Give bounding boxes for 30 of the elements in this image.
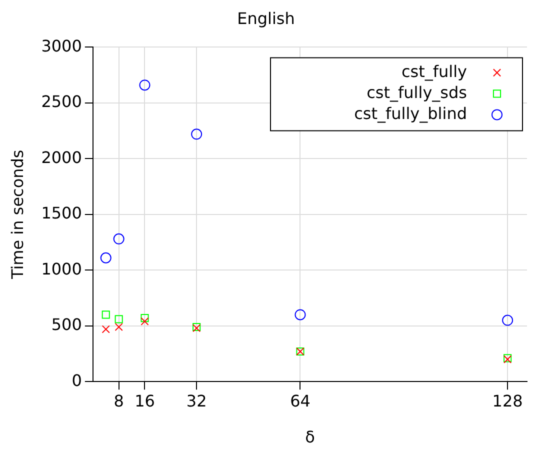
legend-label: cst_fully_blind bbox=[354, 104, 467, 123]
point bbox=[294, 309, 306, 320]
x-tick-label: 64 bbox=[290, 391, 310, 410]
point bbox=[191, 128, 202, 140]
y-tick-label: 2000 bbox=[41, 148, 82, 167]
point bbox=[114, 322, 123, 332]
point bbox=[139, 80, 150, 91]
point bbox=[102, 310, 110, 319]
point bbox=[140, 317, 149, 326]
point bbox=[114, 315, 123, 324]
y-tick-label: 1500 bbox=[41, 204, 82, 223]
y-tick-label: 2500 bbox=[41, 92, 82, 112]
y-tick-label: 3000 bbox=[41, 36, 82, 56]
x-tick-label: 8 bbox=[114, 391, 124, 410]
x-axis-title: δ bbox=[305, 428, 315, 447]
x-tick-label: 128 bbox=[492, 391, 523, 410]
legend-label: cst_fully bbox=[401, 62, 467, 81]
point bbox=[502, 314, 514, 326]
y-tick-label: 0 bbox=[72, 370, 82, 390]
point bbox=[100, 252, 112, 264]
y-tick-label: 1000 bbox=[41, 259, 82, 278]
y-axis-title: Time in seconds bbox=[8, 150, 27, 280]
x-tick-label: 32 bbox=[186, 391, 207, 410]
chart-title: English bbox=[237, 8, 295, 28]
point bbox=[113, 233, 124, 244]
x-tick-label: 16 bbox=[134, 391, 155, 410]
point bbox=[102, 325, 110, 334]
legend-label: cst_fully_sds bbox=[366, 82, 467, 102]
point bbox=[140, 314, 149, 322]
y-tick-label: 500 bbox=[51, 315, 82, 334]
